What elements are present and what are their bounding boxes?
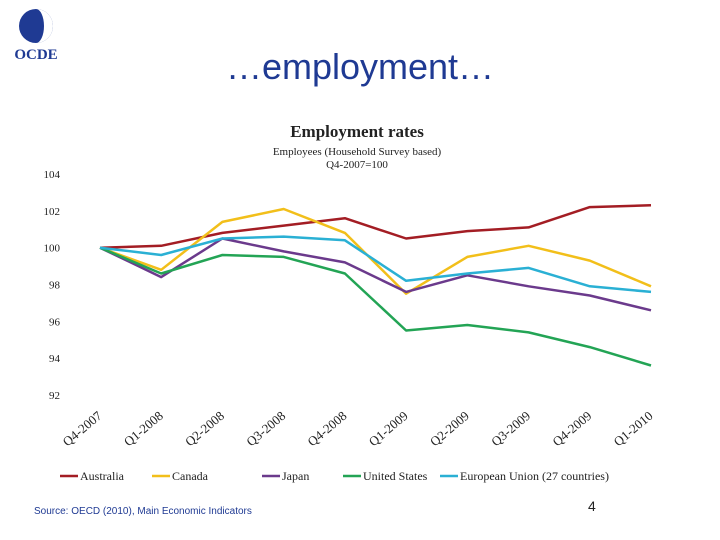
x-tick-label: Q4-2007 [60, 408, 105, 450]
y-tick-label: 94 [49, 353, 61, 365]
chart-subtitle-base: Q4-2007=100 [326, 159, 388, 171]
series-lines [99, 204, 652, 367]
x-tick-label: Q4-2009 [549, 408, 594, 449]
y-tick-label: 98 [49, 280, 61, 292]
y-tick-label: 104 [44, 169, 61, 181]
series-line-united-states [99, 246, 652, 367]
x-tick-label: Q1-2009 [366, 408, 411, 449]
slide-title: …employment… [225, 46, 495, 87]
legend-label: United States [363, 469, 428, 483]
source-note: Source: OECD (2010), Main Economic Indic… [34, 506, 252, 517]
y-tick-label: 100 [44, 243, 61, 255]
series-line-european-union-27-countries [99, 235, 652, 294]
x-tick-label: Q2-2009 [427, 408, 472, 449]
oecd-logo: OCDE [14, 9, 58, 62]
chart-subtitle: Employees (Household Survey based) [273, 146, 442, 158]
legend: Australia Canada Japan United States Europea… [60, 469, 609, 483]
x-tick-label: Q1-2008 [121, 408, 166, 449]
x-axis: Q4-2007 Q1-2008 Q2-2008 Q3-2008 Q4-2008 Q1-20… [60, 408, 656, 450]
x-tick-label: Q2-2008 [182, 408, 227, 449]
y-axis: 92 94 96 98 100 102 104 [44, 169, 61, 402]
y-tick-label: 96 [49, 316, 61, 328]
logo-wordmark: OCDE [14, 47, 57, 62]
x-tick-label: Q1-2010 [611, 408, 656, 449]
series-line-japan [99, 237, 652, 312]
legend-label: Australia [80, 469, 125, 483]
x-tick-label: Q4-2008 [304, 408, 349, 449]
y-tick-label: 102 [44, 206, 61, 218]
x-tick-label: Q3-2009 [488, 408, 533, 449]
y-tick-label: 92 [49, 390, 60, 402]
x-tick-label: Q3-2008 [243, 408, 288, 449]
legend-label: European Union (27 countries) [460, 469, 609, 483]
legend-label: Canada [172, 469, 209, 483]
legend-label: Japan [282, 469, 309, 483]
chart-title: Employment rates [290, 122, 424, 141]
series-line-australia [99, 204, 652, 249]
page-number: 4 [588, 498, 596, 514]
